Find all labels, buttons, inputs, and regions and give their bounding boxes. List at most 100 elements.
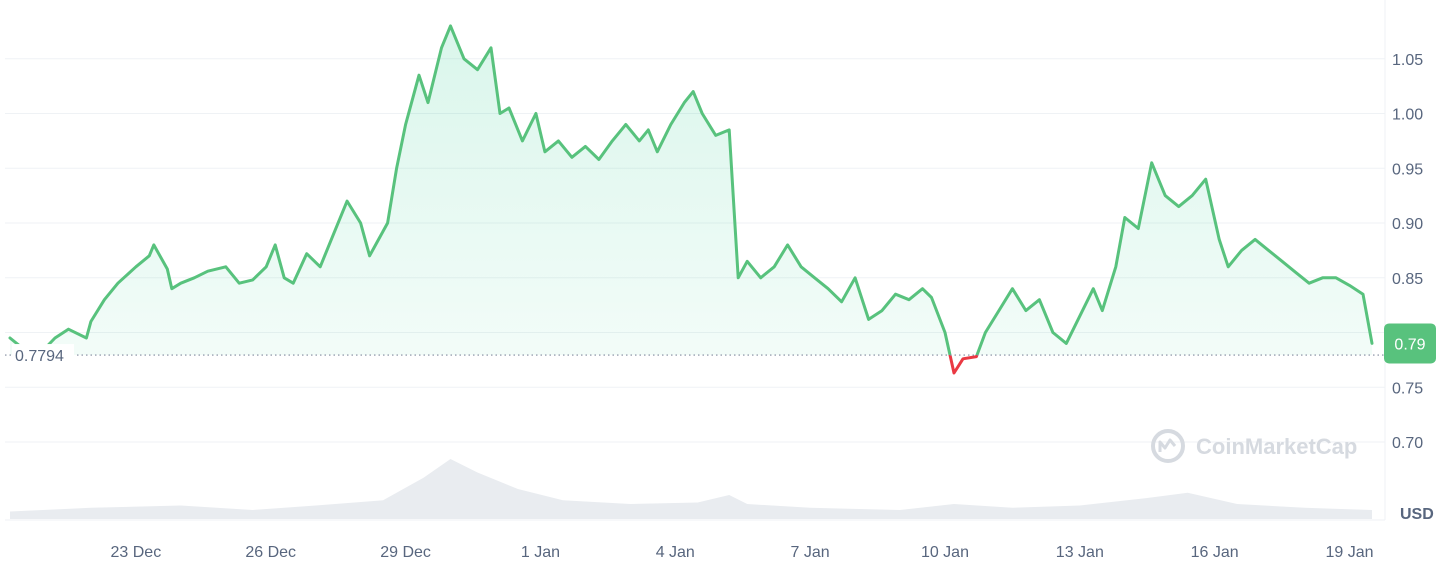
price-point xyxy=(656,151,658,153)
price-point xyxy=(490,47,492,49)
price-point xyxy=(387,222,389,224)
price-point xyxy=(728,129,730,131)
price-point xyxy=(225,266,227,268)
price-point xyxy=(638,140,640,142)
price-point xyxy=(1295,271,1297,273)
current-price-badge: 0.79 xyxy=(1384,323,1436,364)
price-point xyxy=(1025,310,1027,312)
reference-price-label: 0.7794 xyxy=(15,348,64,365)
price-point xyxy=(333,233,335,235)
price-point xyxy=(715,134,717,136)
price-point xyxy=(238,282,240,284)
price-point xyxy=(1281,260,1283,262)
price-point xyxy=(894,293,897,295)
price-point xyxy=(571,156,573,158)
price-point xyxy=(148,255,150,257)
price-point xyxy=(346,200,348,202)
y-tick-label: 1.00 xyxy=(1392,107,1423,124)
price-point xyxy=(787,244,789,246)
price-point xyxy=(908,299,910,301)
price-point xyxy=(1151,162,1153,164)
price-point xyxy=(427,102,429,104)
price-point xyxy=(85,337,87,339)
volume-bars xyxy=(10,459,1372,519)
price-point xyxy=(521,140,524,142)
price-point xyxy=(984,331,987,334)
price-point xyxy=(117,282,119,284)
coinmarketcap-logo-icon xyxy=(1151,429,1185,463)
reference-label-bg xyxy=(12,344,74,367)
y-tick-label: 0.75 xyxy=(1392,380,1423,397)
price-point xyxy=(449,25,452,27)
price-point xyxy=(1011,288,1014,290)
price-point xyxy=(171,288,173,290)
price-point xyxy=(800,266,802,268)
x-tick-label: 19 Jan xyxy=(1326,544,1374,561)
price-point xyxy=(1065,342,1067,344)
price-line-up-group xyxy=(8,24,1374,356)
price-point xyxy=(841,301,843,303)
price-point xyxy=(1092,288,1094,290)
current-price-label: 0.79 xyxy=(1394,336,1425,353)
price-point xyxy=(1137,227,1139,230)
price-point xyxy=(180,282,182,284)
price-point xyxy=(827,288,829,290)
x-tick-label: 1 Jan xyxy=(521,544,560,561)
price-area-fill xyxy=(10,25,1372,356)
price-point xyxy=(283,277,285,279)
price-point xyxy=(868,318,870,320)
x-tick-label: 13 Jan xyxy=(1056,544,1104,561)
price-point xyxy=(535,112,537,115)
price-point xyxy=(1115,266,1117,268)
price-point xyxy=(625,123,627,126)
price-point xyxy=(207,270,209,272)
price-point xyxy=(90,320,92,323)
price-point xyxy=(701,112,703,115)
price-point xyxy=(1348,284,1351,286)
price-point xyxy=(1191,195,1193,197)
price-point xyxy=(692,91,694,93)
price-point xyxy=(476,69,479,71)
price-series xyxy=(8,24,1374,375)
price-point xyxy=(274,244,276,246)
y-tick-label: 0.90 xyxy=(1392,216,1423,233)
price-point xyxy=(962,358,964,360)
price-point xyxy=(1254,238,1256,240)
price-point xyxy=(1038,299,1040,301)
price-point xyxy=(584,145,587,147)
price-point xyxy=(998,310,1000,312)
price-point xyxy=(369,255,371,257)
x-tick-label: 29 Dec xyxy=(380,544,431,561)
price-point xyxy=(193,277,195,279)
price-point xyxy=(953,372,955,374)
price-point xyxy=(9,337,11,339)
price-point xyxy=(418,74,420,76)
price-point xyxy=(1322,277,1324,279)
price-point xyxy=(760,277,762,279)
y-tick-label: 0.70 xyxy=(1392,435,1423,452)
price-point xyxy=(135,266,137,268)
price-point xyxy=(1227,266,1229,268)
price-point xyxy=(103,299,105,301)
price-point xyxy=(1205,178,1207,180)
price-point xyxy=(1268,249,1270,251)
price-point xyxy=(1052,331,1054,334)
price-point xyxy=(252,279,254,281)
price-point xyxy=(854,277,856,279)
price-point xyxy=(319,266,321,268)
price-point xyxy=(463,58,465,60)
price-point xyxy=(166,268,168,270)
reference-line: 0.7794 xyxy=(5,344,1385,367)
x-tick-label: 23 Dec xyxy=(111,544,162,561)
x-tick-label: 16 Jan xyxy=(1191,544,1239,561)
volume-area xyxy=(10,459,1372,519)
price-point xyxy=(773,266,775,268)
price-point xyxy=(1079,315,1081,317)
price-point xyxy=(54,337,56,339)
price-point xyxy=(1308,282,1310,284)
price-point xyxy=(611,140,613,142)
price-points xyxy=(9,25,1373,374)
current-price-badge-bg xyxy=(1384,323,1436,364)
